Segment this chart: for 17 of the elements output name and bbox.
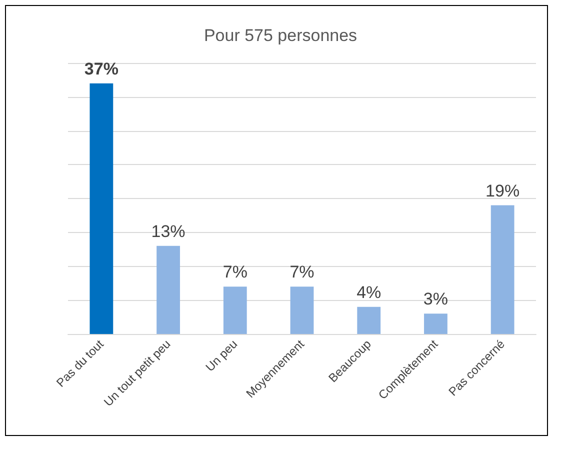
bar [290, 286, 314, 334]
data-label: 19% [486, 181, 520, 200]
bar [490, 205, 514, 334]
data-label: 7% [222, 262, 248, 282]
bar [223, 286, 247, 334]
bar [424, 314, 448, 334]
bar [357, 306, 381, 334]
data-label: 37% [84, 59, 118, 78]
x-tick-label: Pas du tout [54, 336, 107, 390]
bar [156, 246, 180, 334]
chart-title: Pour 575 personnes [204, 26, 358, 45]
data-label: 7% [290, 262, 314, 282]
x-tick-label: Un peu [202, 337, 240, 374]
bar [90, 83, 114, 334]
data-label: 4% [356, 282, 382, 302]
data-label: 3% [423, 290, 448, 309]
data-label: 13% [151, 222, 186, 241]
